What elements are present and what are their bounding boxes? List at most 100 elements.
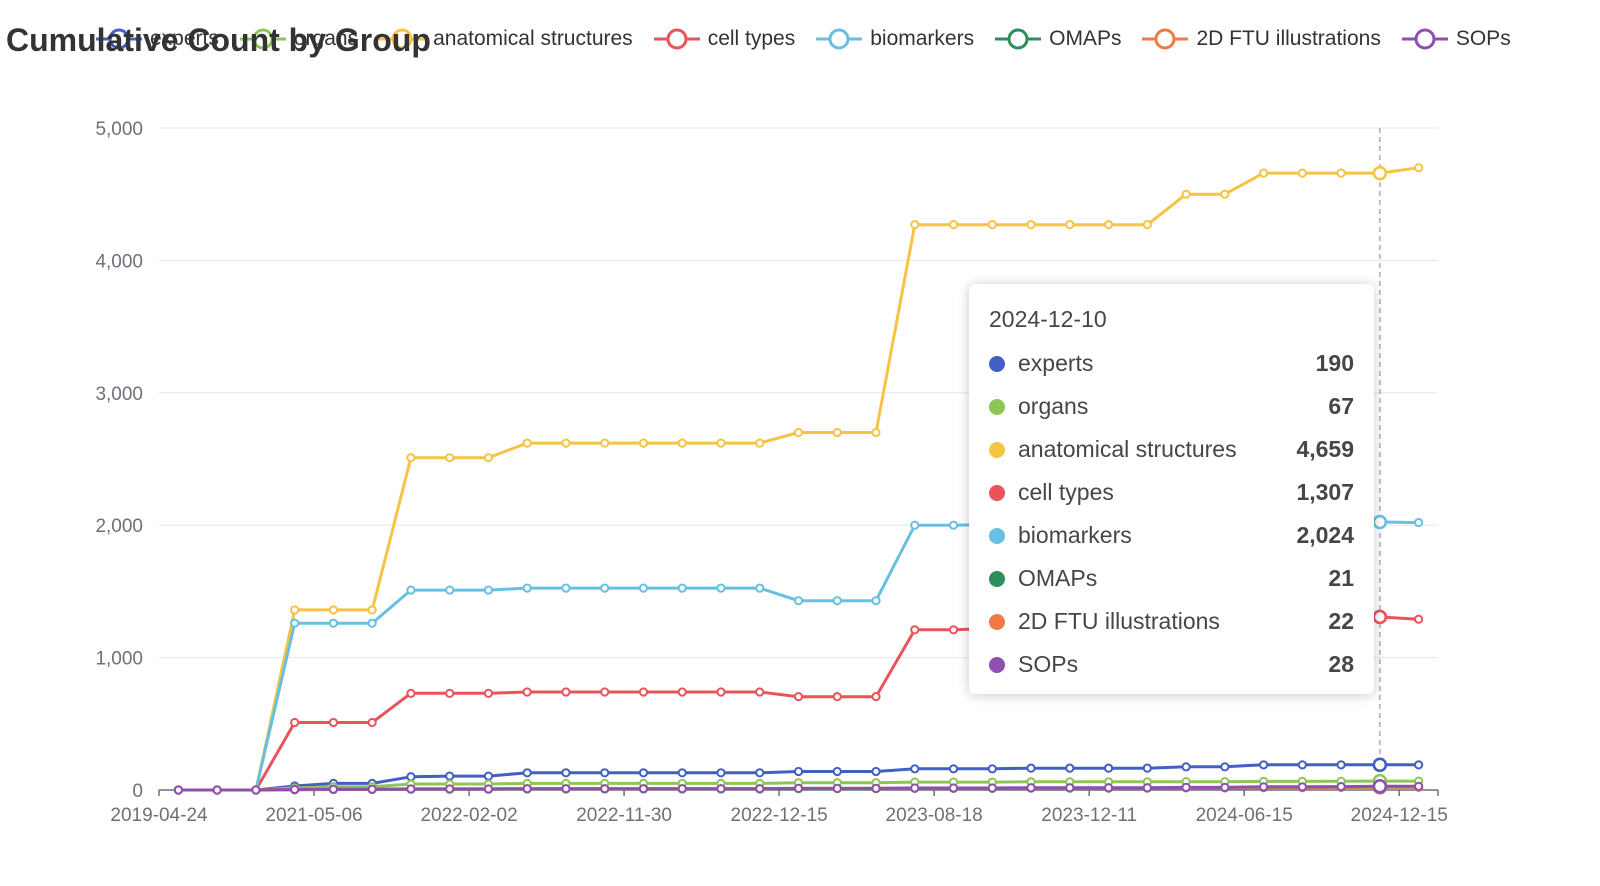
data-point-sops — [716, 784, 726, 794]
data-point-anatomical-structures — [910, 220, 920, 230]
data-tooltip: 2024-12-10 experts 190 organs 67 anatomical … — [969, 284, 1374, 694]
tooltip-row: cell types 1,307 — [989, 471, 1354, 514]
data-point-biomarkers — [871, 596, 881, 606]
data-point-experts — [716, 768, 726, 778]
data-point-sops — [406, 784, 416, 794]
tooltip-series-name: biomarkers — [1018, 522, 1132, 548]
tooltip-series-name: SOPs — [1018, 651, 1079, 677]
data-point-biomarkers — [328, 618, 339, 628]
data-point-experts — [910, 764, 920, 774]
tooltip-series-name: cell types — [1018, 479, 1114, 505]
tooltip-row: SOPs 28 — [989, 643, 1354, 686]
data-point-cell-types — [716, 687, 726, 697]
data-point-anatomical-structures — [638, 438, 649, 448]
tooltip-series-value: 22 — [1328, 608, 1354, 634]
data-point-biomarkers — [948, 520, 959, 530]
data-point-cell-types — [638, 687, 649, 697]
data-point-experts — [1258, 760, 1269, 770]
legend-label: biomarkers — [870, 27, 975, 50]
data-point-experts — [522, 768, 532, 778]
data-point-sops — [1026, 783, 1036, 793]
data-point-anatomical-structures — [445, 453, 455, 463]
data-point-biomarkers — [600, 583, 610, 593]
y-tick-label: 1,000 — [95, 649, 143, 670]
legend-line-circle-icon — [379, 28, 426, 50]
chart-title: Cumulative Count by Group — [6, 22, 431, 58]
x-tick-label: 2023-08-18 — [886, 805, 983, 826]
tooltip-row: organs 67 — [989, 385, 1354, 428]
legend-label: organs — [293, 27, 359, 50]
legend-item-omaps[interactable]: OMAPs — [995, 26, 1121, 52]
data-point-experts — [561, 768, 571, 778]
legend-item-biomarkers[interactable]: biomarkers — [816, 26, 974, 52]
data-point-cell-types — [600, 687, 610, 697]
data-point-cell-types — [290, 717, 300, 728]
data-point-cell-types — [1372, 609, 1388, 625]
data-point-anatomical-structures — [328, 605, 339, 615]
tooltip-series-name: anatomical structures — [1018, 436, 1237, 462]
series-color-dot-icon — [989, 484, 1005, 501]
legend-item-organs[interactable]: organs — [239, 26, 359, 52]
data-point-sops — [1220, 782, 1230, 792]
data-point-experts — [987, 764, 997, 774]
data-point-biomarkers — [561, 583, 571, 593]
series-color-dot-icon — [989, 527, 1005, 544]
data-point-sops — [1372, 778, 1388, 794]
legend-item-cell-types[interactable]: cell types — [653, 26, 796, 52]
data-point-biomarkers — [445, 585, 455, 595]
data-point-experts — [871, 766, 881, 777]
legend-item-2d-ftu-illustrations[interactable]: 2D FTU illustrations — [1142, 26, 1381, 52]
x-tick-label: 2019-04-24 — [110, 805, 208, 826]
data-point-sops — [561, 784, 571, 794]
data-point-experts — [1065, 763, 1075, 773]
data-point-sops — [212, 785, 222, 795]
chart-legend: experts organs anatomical structures cell t… — [96, 26, 1532, 52]
series-color-dot-icon — [989, 570, 1005, 587]
y-tick-label: 0 — [132, 781, 143, 802]
data-point-biomarkers — [406, 585, 416, 595]
data-point-sops — [638, 784, 649, 794]
data-point-experts — [793, 766, 804, 777]
data-point-experts — [1181, 762, 1191, 772]
data-point-biomarkers — [755, 583, 765, 593]
legend-line-circle-icon — [816, 28, 863, 50]
data-point-anatomical-structures — [948, 220, 959, 230]
data-point-anatomical-structures — [561, 438, 571, 448]
data-point-anatomical-structures — [483, 453, 494, 463]
tooltip-series-value: 2,024 — [1296, 522, 1354, 548]
data-point-experts — [1026, 763, 1036, 773]
data-point-anatomical-structures — [832, 427, 842, 438]
data-point-experts — [948, 764, 959, 774]
legend-line-circle-icon — [239, 28, 286, 50]
y-tick-label: 4,000 — [95, 251, 143, 272]
tooltip-row: 2D FTU illustrations 22 — [989, 600, 1354, 643]
data-point-cell-types — [445, 688, 455, 698]
legend-item-experts[interactable]: experts — [96, 26, 219, 52]
data-point-sops — [522, 784, 532, 794]
data-point-experts — [445, 771, 455, 781]
legend-label: cell types — [707, 27, 796, 50]
data-point-cell-types — [328, 717, 339, 728]
legend-line-circle-icon — [653, 28, 700, 50]
data-point-anatomical-structures — [1220, 189, 1230, 199]
data-point-sops — [948, 783, 959, 793]
data-point-anatomical-structures — [522, 438, 532, 448]
data-point-anatomical-structures — [406, 453, 416, 463]
x-tick-label: 2023-12-11 — [1041, 805, 1137, 826]
tooltip-row: experts 190 — [989, 342, 1354, 385]
legend-line-circle-icon — [96, 28, 142, 50]
data-point-biomarkers — [677, 583, 687, 593]
tooltip-series-value: 190 — [1315, 350, 1354, 376]
data-point-sops — [987, 783, 997, 793]
data-point-experts — [1103, 763, 1114, 773]
data-point-anatomical-structures — [793, 427, 804, 438]
data-point-experts — [483, 771, 494, 781]
data-point-anatomical-structures — [871, 427, 881, 438]
legend-item-sops[interactable]: SOPs — [1401, 26, 1511, 52]
data-point-anatomical-structures — [1336, 168, 1346, 178]
data-point-biomarkers — [290, 618, 300, 628]
data-point-biomarkers — [1414, 517, 1424, 528]
legend-item-anatomical-structures[interactable]: anatomical structures — [379, 26, 633, 52]
data-point-sops — [328, 784, 339, 794]
